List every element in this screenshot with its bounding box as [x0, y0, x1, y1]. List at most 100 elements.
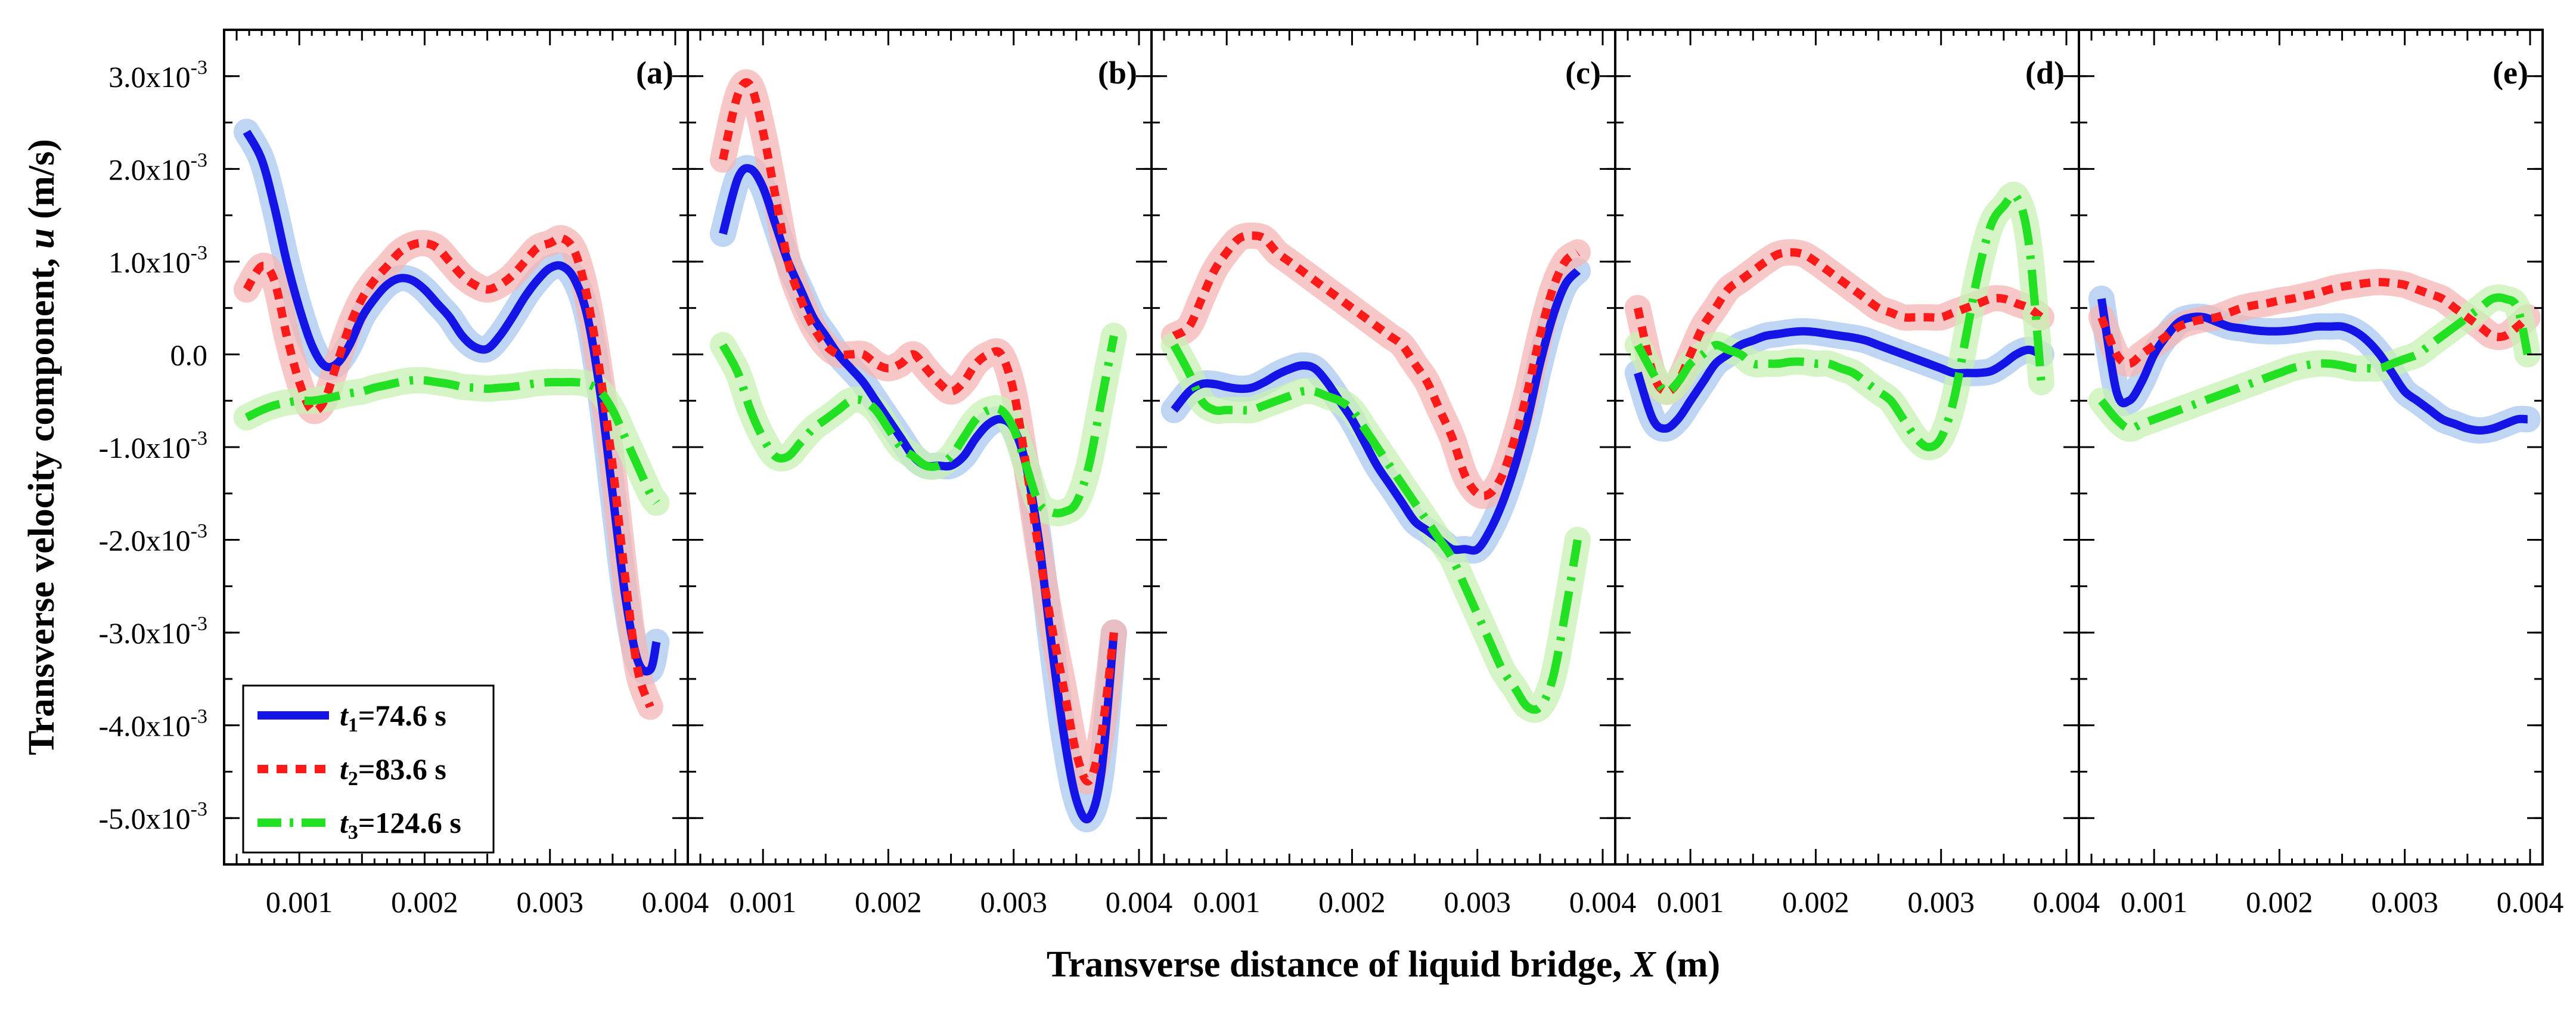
legend-sym-t1: t — [340, 699, 349, 732]
series-line-t1 — [1634, 327, 2043, 433]
y-tick-label: 1.0x10-3 — [108, 242, 207, 279]
panels: (a) 0.001 0.002 0.003 0.004 (b) 0.001 0.002 0.00… — [223, 29, 2564, 919]
plot-area — [1624, 182, 2054, 460]
legend-sym-t3: t — [340, 806, 349, 839]
y-tick-exponent: -3 — [191, 427, 207, 450]
x-tick-label: 0.002 — [2246, 885, 2313, 919]
y-tick-exponent: -3 — [191, 798, 207, 820]
x-tick-label: 0.003 — [1444, 885, 1511, 919]
panel-label: (c) — [1565, 55, 1601, 91]
x-tick-label: 0.003 — [1907, 885, 1975, 919]
x-tick-label: 0.004 — [2497, 885, 2564, 919]
x-tick-label: 0.003 — [2371, 885, 2438, 919]
legend-label-t2: t2=83.6 s — [340, 752, 446, 790]
y-tick-exponent: -3 — [191, 149, 207, 171]
series-line-t3 — [244, 376, 660, 506]
y-tick-mantissa: -2.0x10 — [99, 524, 191, 557]
series-line-t3 — [719, 334, 1118, 517]
y-axis-title: Transverse velocity component, u (m/s) — [21, 139, 62, 755]
y-tick-mantissa: -3.0x10 — [99, 616, 191, 650]
plot-area — [233, 119, 670, 720]
y-axis-title-prefix: Transverse velocity component, — [21, 249, 62, 755]
y-tick-exponent: -3 — [191, 520, 207, 542]
legend-label-t1: t1=74.6 s — [340, 699, 446, 736]
y-tick-mantissa: 1.0x10 — [108, 246, 191, 279]
legend-label-t3: t3=124.6 s — [340, 806, 461, 844]
y-axis-title-suffix: (m/s) — [21, 139, 62, 228]
panel-d: (d) 0.001 0.002 0.003 0.004 — [1614, 29, 2100, 919]
y-axis-title-var: u — [21, 228, 62, 249]
x-axis-title-var: X — [1630, 944, 1656, 985]
y-tick-exponent: -3 — [191, 706, 207, 728]
x-tick-label: 0.004 — [1106, 885, 1173, 919]
y-tick-exponent: -3 — [191, 613, 207, 635]
series-line-t2 — [1172, 231, 1581, 500]
y-tick-label: -5.0x10-3 — [99, 798, 207, 835]
y-tick-label: -1.0x10-3 — [99, 427, 207, 464]
x-tick-label: 0.003 — [980, 885, 1047, 919]
panel-label: (b) — [1098, 55, 1137, 91]
panel-label: (a) — [636, 55, 674, 91]
x-tick-label: 0.003 — [516, 885, 584, 919]
legend-rest-t2: =83.6 s — [358, 752, 446, 786]
series-line-t2 — [719, 78, 1118, 786]
panel-c: (c) 0.001 0.002 0.003 0.004 — [1150, 29, 1637, 919]
legend: t1=74.6 s t2=83.6 s t3=124.6 s — [242, 684, 495, 854]
y-tick-label: -2.0x10-3 — [99, 520, 207, 557]
y-tick-mantissa: 3.0x10 — [108, 60, 191, 94]
panel-b: (b) 0.001 0.002 0.003 0.004 — [687, 29, 1173, 919]
x-tick-label: 0.004 — [1569, 885, 1637, 919]
y-tick-mantissa: -1.0x10 — [99, 431, 191, 464]
x-axis-title-prefix: Transverse distance of liquid bridge, — [1047, 944, 1631, 985]
plot-area — [1160, 222, 1591, 723]
y-tick-mantissa: -5.0x10 — [99, 802, 191, 835]
x-tick-label: 0.002 — [855, 885, 922, 919]
x-tick-label: 0.001 — [1657, 885, 1724, 919]
series-line-t1 — [2097, 297, 2528, 435]
legend-sub-t3: 3 — [348, 822, 358, 844]
legend-rest-t1: =74.6 s — [358, 699, 446, 732]
series-line-t2 — [1633, 248, 2044, 396]
legend-sym-t2: t — [340, 752, 349, 786]
x-tick-label: 0.001 — [266, 885, 333, 919]
y-tick-mantissa: 2.0x10 — [108, 153, 191, 186]
y-tick-exponent: -3 — [191, 57, 207, 79]
panel-frame — [2078, 29, 2544, 866]
x-tick-label: 0.001 — [2121, 885, 2188, 919]
x-tick-label: 0.001 — [730, 885, 797, 919]
x-tick-label: 0.004 — [642, 885, 709, 919]
x-axis-title: Transverse distance of liquid bridge, X … — [1047, 944, 1720, 985]
x-tick-label: 0.004 — [2033, 885, 2100, 919]
plot-area — [709, 69, 1127, 833]
y-tick-exponent: -3 — [191, 242, 207, 264]
series-line-t3 — [1634, 191, 2046, 451]
x-tick-label: 0.002 — [1782, 885, 1849, 919]
x-tick-label: 0.002 — [1318, 885, 1386, 919]
y-tick-label: -3.0x10-3 — [99, 613, 207, 650]
panel-label: (e) — [2493, 55, 2528, 91]
legend-sub-t2: 2 — [348, 768, 358, 790]
y-tick-label: 3.0x10-3 — [108, 57, 207, 94]
x-axis-title-suffix: (m) — [1656, 944, 1720, 985]
x-tick-label: 0.001 — [1193, 885, 1261, 919]
legend-rest-t3: =124.6 s — [358, 806, 461, 839]
panel-frame — [1614, 29, 2080, 866]
legend-sub-t1: 1 — [348, 714, 358, 736]
y-tick-label: -4.0x10-3 — [99, 706, 207, 743]
series-line-t1 — [1171, 268, 1581, 555]
plot-area — [2088, 269, 2541, 444]
y-tick-mantissa: 0.0 — [170, 338, 208, 371]
panel-e: (e) 0.001 0.002 0.003 0.004 — [2078, 29, 2564, 919]
series-line-t3 — [1170, 343, 1582, 714]
y-tick-label: 0.0 — [170, 338, 208, 371]
panel-a: (a) 0.001 0.002 0.003 0.004 — [223, 29, 709, 919]
y-tick-label: 2.0x10-3 — [108, 149, 207, 186]
y-tick-mantissa: -4.0x10 — [99, 709, 191, 743]
series-line-t3 — [2098, 293, 2532, 433]
x-tick-label: 0.002 — [391, 885, 458, 919]
series-line-t2 — [2097, 278, 2531, 368]
panel-label: (d) — [2025, 55, 2065, 91]
y-axis: 3.0x10-32.0x10-31.0x10-30.0-1.0x10-3-2.0… — [99, 57, 207, 835]
series-line-t2 — [243, 234, 654, 709]
